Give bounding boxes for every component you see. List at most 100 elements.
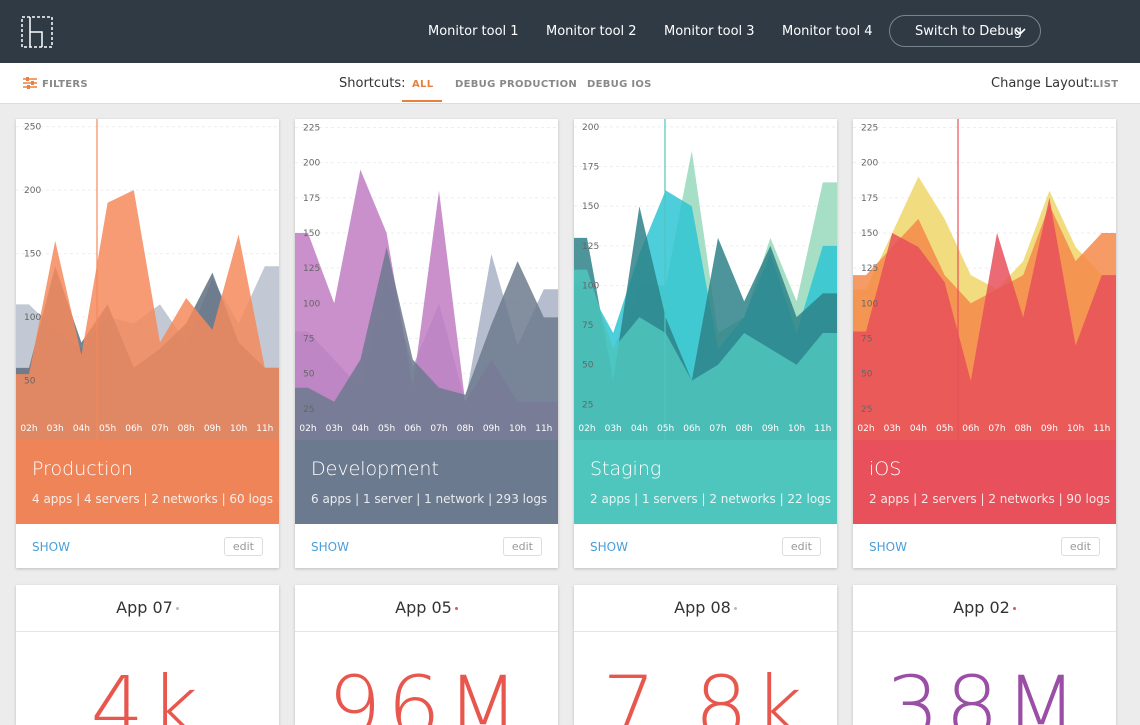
card-title: Development [311, 458, 439, 480]
x-tick-label: 10h [509, 424, 526, 434]
x-tick-label: 04h [910, 424, 927, 434]
y-tick-label: 125 [861, 264, 878, 274]
app-card: App 02 38M [853, 585, 1116, 725]
y-tick-label: 25 [582, 400, 593, 410]
x-tick-label: 11h [1093, 424, 1110, 434]
x-tick-label: 06h [404, 424, 421, 434]
app-header: App 08 [574, 585, 837, 632]
app-name: App 02 [953, 598, 1010, 617]
y-tick-label: 150 [303, 229, 320, 239]
logo[interactable] [20, 15, 54, 49]
x-tick-label: 03h [605, 424, 622, 434]
app-card: App 05 96M [295, 585, 558, 725]
status-dot [1012, 607, 1016, 610]
card-title: Staging [590, 458, 662, 480]
y-tick-label: 75 [582, 321, 593, 331]
y-tick-label: 225 [861, 123, 878, 133]
x-tick-label: 07h [151, 424, 168, 434]
layout-option[interactable]: LIST [1093, 79, 1119, 90]
card: 50 100 150 200 250 02h 03h 04h 05h 06h 07h 08h 09h 10… [16, 119, 279, 568]
card-title: Production [32, 458, 134, 480]
y-tick-label: 125 [582, 242, 599, 252]
layout-label: Change Layout: [991, 76, 1094, 91]
app-name: App 05 [395, 598, 452, 617]
x-tick-label: 11h [535, 424, 552, 434]
area-chart: 25 50 75 100 125 150 175 200 225 02h 03h 04h 05h 06h 0… [295, 123, 558, 440]
y-tick-label: 200 [582, 123, 599, 133]
x-tick-label: 05h [378, 424, 395, 434]
nav-item[interactable]: Monitor tool 4 [782, 24, 873, 39]
area-chart: 50 100 150 200 250 02h 03h 04h 05h 06h 07h 08h 09h 10… [16, 119, 279, 440]
nav-item[interactable]: Monitor tool 2 [546, 24, 637, 39]
x-tick-label: 05h [99, 424, 116, 434]
area-chart: 25 50 75 100 125 150 175 200 02h 03h 04h 05h 06h 07h 0… [574, 119, 837, 440]
edit-button[interactable]: edit [1060, 537, 1100, 556]
edit-button[interactable]: edit [502, 537, 542, 556]
y-tick-label: 150 [582, 202, 599, 212]
y-tick-label: 150 [24, 250, 41, 260]
x-tick-label: 08h [457, 424, 474, 434]
debug-button[interactable]: Switch to Debug [889, 15, 1041, 47]
nav-item[interactable]: Monitor tool 3 [664, 24, 755, 39]
x-tick-label: 04h [352, 424, 369, 434]
app-value: 7.8k [602, 658, 809, 725]
show-link[interactable]: SHOW [32, 540, 70, 554]
y-tick-label: 25 [303, 405, 314, 415]
app-card: App 07 4k [16, 585, 279, 725]
shortcut[interactable]: DEBUG PRODUCTION [455, 79, 578, 90]
x-tick-label: 04h [73, 424, 90, 434]
nav-item[interactable]: Monitor tool 1 [428, 24, 519, 39]
app-value: 96M [327, 658, 526, 725]
y-tick-label: 100 [24, 313, 41, 323]
x-tick-label: 08h [736, 424, 753, 434]
card-stats: 2 apps | 1 servers | 2 networks | 22 log… [590, 492, 832, 506]
y-tick-label: 250 [24, 123, 41, 133]
active-underline [402, 100, 442, 102]
x-tick-label: 04h [631, 424, 648, 434]
x-tick-label: 10h [1067, 424, 1084, 434]
filter-icon [23, 77, 37, 89]
area [16, 190, 279, 440]
y-tick-label: 175 [861, 194, 878, 204]
y-tick-label: 100 [861, 299, 878, 309]
y-tick-label: 200 [303, 159, 320, 169]
y-tick-label: 50 [303, 370, 315, 380]
button-label: Switch to Debug [915, 24, 1023, 39]
nav-bar: Monitor tool 1 Monitor tool 2 Monitor to… [0, 0, 1140, 63]
app-value: 4k [90, 658, 205, 725]
show-link[interactable]: SHOW [869, 540, 907, 554]
x-tick-label: 02h [578, 424, 595, 434]
y-tick-label: 75 [303, 334, 314, 344]
filters[interactable]: FILTERS [42, 79, 88, 90]
y-tick-label: 125 [303, 264, 320, 274]
card-info: Production 4 apps | 4 servers | 2 network… [16, 440, 279, 524]
y-tick-label: 50 [861, 370, 873, 380]
card-stats: 4 apps | 4 servers | 2 networks | 60 log… [32, 492, 274, 506]
status-dot [733, 607, 737, 610]
chevron [1014, 28, 1026, 36]
card-title: iOS [869, 458, 902, 480]
edit-button[interactable]: edit [223, 537, 263, 556]
card-stats: 6 apps | 1 server | 1 network | 293 logs [311, 492, 548, 506]
shortcut[interactable]: DEBUG IOS [587, 79, 652, 90]
area-chart: 25 50 75 100 125 150 175 200 225 02h 03h 04h 05h 06h 0… [853, 119, 1116, 440]
card-info: Staging 2 apps | 1 servers | 2 networks |… [574, 440, 837, 524]
area [295, 247, 558, 440]
status-dot [175, 607, 179, 610]
y-tick-label: 200 [24, 186, 41, 196]
status-dot [454, 607, 458, 610]
x-tick-label: 11h [256, 424, 273, 434]
x-tick-label: 06h [683, 424, 700, 434]
shortcut[interactable]: ALL [412, 79, 434, 90]
y-tick-label: 200 [861, 159, 878, 169]
shortcuts-label: Shortcuts: [339, 76, 406, 91]
show-link[interactable]: SHOW [311, 540, 349, 554]
x-tick-label: 07h [430, 424, 447, 434]
app-header: App 05 [295, 585, 558, 632]
card-stats: 2 apps | 2 servers | 2 networks | 90 log… [869, 492, 1111, 506]
x-tick-label: 06h [125, 424, 142, 434]
edit-button[interactable]: edit [781, 537, 821, 556]
show-link[interactable]: SHOW [590, 540, 628, 554]
app-card: App 08 7.8k [574, 585, 837, 725]
